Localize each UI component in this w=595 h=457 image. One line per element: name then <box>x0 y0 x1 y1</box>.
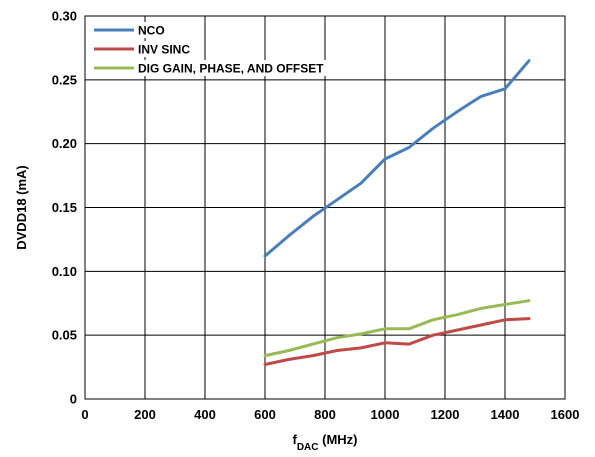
x-tick-labels: 0 200 400 600 800 1000 1200 1400 1600 <box>81 407 579 422</box>
legend: NCO INV SINC DIG GAIN, PHASE, AND OFFSET <box>91 22 328 76</box>
y-tick-label: 0.20 <box>52 136 77 151</box>
legend-entry-bg <box>91 60 328 76</box>
x-tick-label: 200 <box>134 407 156 422</box>
legend-label-nco: NCO <box>138 24 165 38</box>
legend-label-dig-gain-phase-and-offset: DIG GAIN, PHASE, AND OFFSET <box>138 62 324 76</box>
y-tick-label: 0.10 <box>52 264 77 279</box>
series-line-dig-gain-phase-and-offset <box>263 299 531 358</box>
y-tick-label: 0.30 <box>52 9 77 24</box>
y-tick-label: 0 <box>70 392 77 407</box>
x-axis-label-main: f <box>292 432 297 447</box>
legend-entry-bg <box>91 41 195 57</box>
y-tick-label: 0.15 <box>52 200 77 215</box>
series-line-nco <box>263 59 531 258</box>
x-tick-label: 800 <box>314 407 336 422</box>
x-axis-label: fDAC (MHz) <box>292 432 357 453</box>
y-tick-label: 0.05 <box>52 328 77 343</box>
x-axis-label-subscript: DAC <box>297 442 319 453</box>
x-axis-label-unit: (MHz) <box>319 432 358 447</box>
x-tick-label: 1400 <box>491 407 520 422</box>
x-tick-label: 0 <box>81 407 88 422</box>
series-lines <box>263 59 531 366</box>
x-tick-label: 400 <box>194 407 216 422</box>
series-line-inv-sinc <box>263 317 531 366</box>
x-tick-label: 1200 <box>431 407 460 422</box>
x-tick-label: 1000 <box>371 407 400 422</box>
y-tick-labels: 0 0.05 0.10 0.15 0.20 0.25 0.30 <box>52 9 77 407</box>
x-tick-label: 600 <box>254 407 276 422</box>
y-tick-label: 0.25 <box>52 72 77 87</box>
x-tick-label: 1600 <box>551 407 580 422</box>
plot-frame <box>84 15 566 400</box>
legend-label-inv-sinc: INV SINC <box>138 43 190 57</box>
y-axis-label: DVDD18 (mA) <box>14 165 29 250</box>
